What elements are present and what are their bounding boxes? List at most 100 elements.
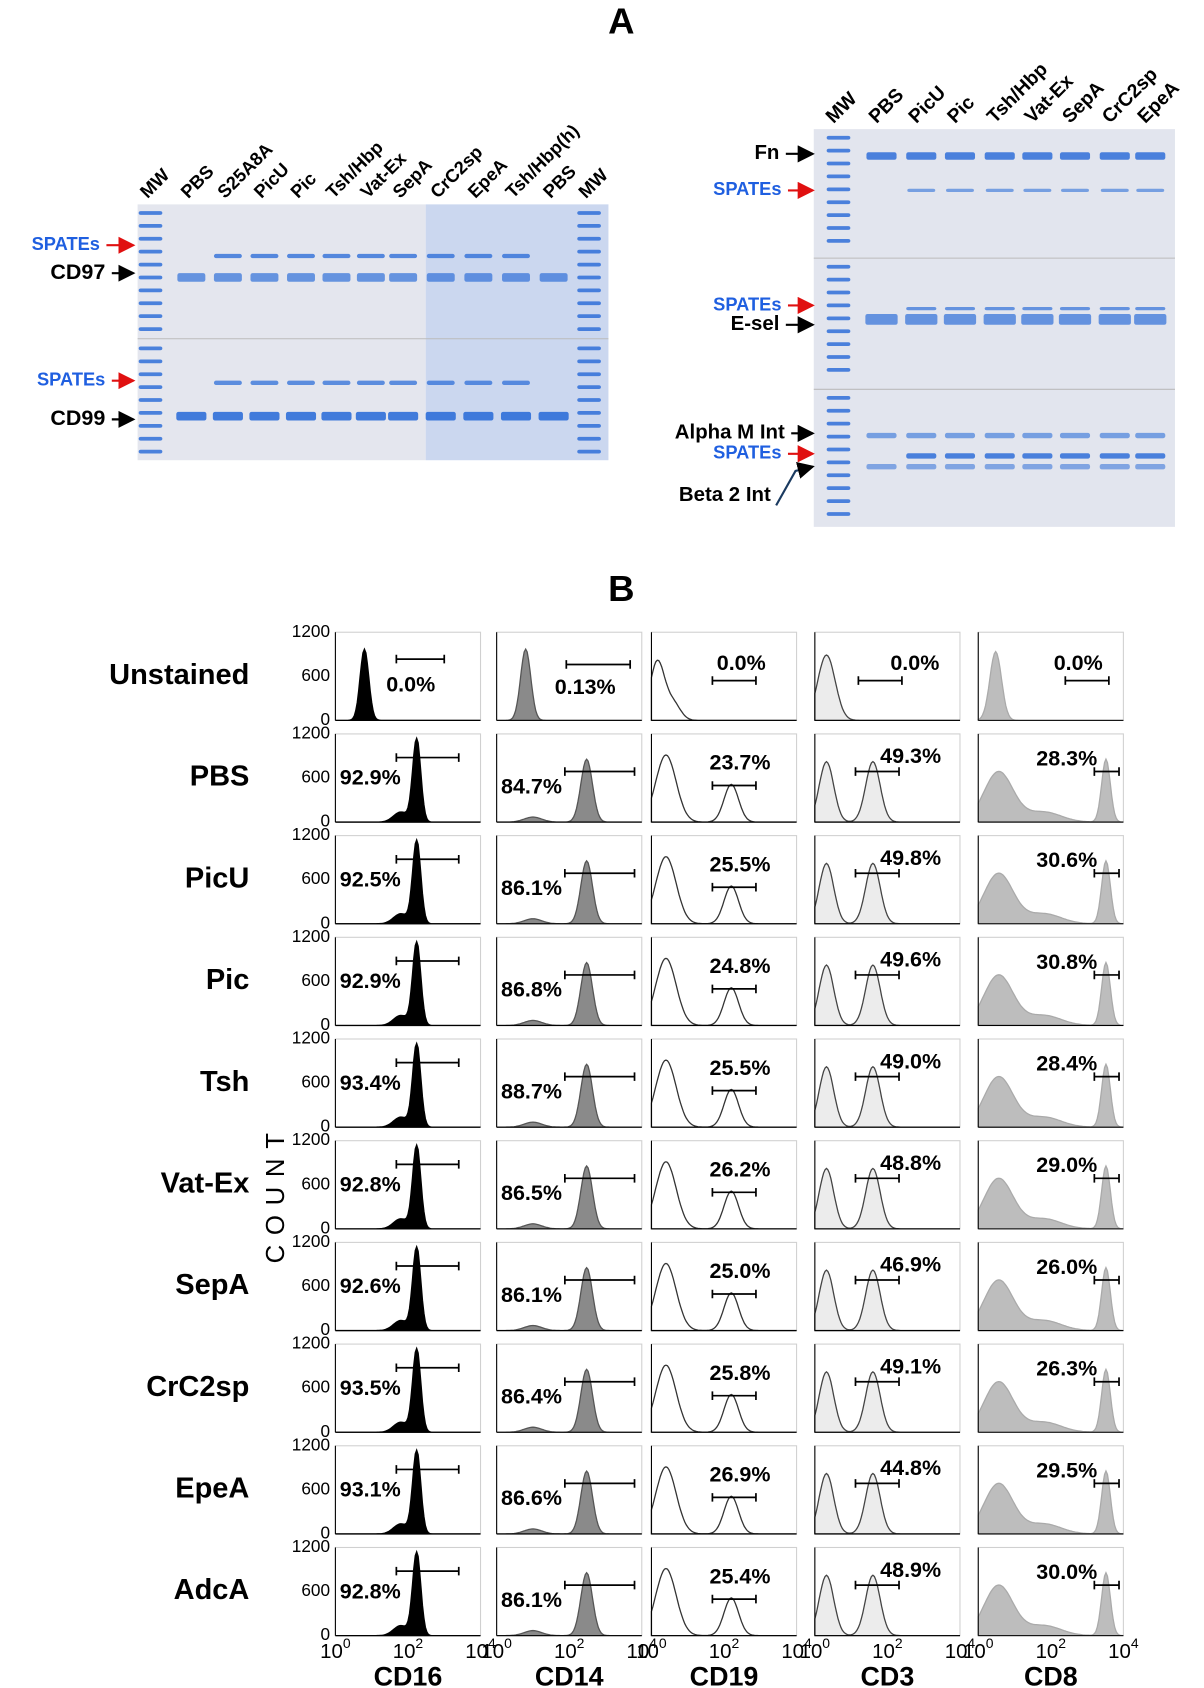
tick-exponent: 2	[1058, 1635, 1066, 1651]
gel-band	[945, 152, 975, 160]
plot-frame	[651, 632, 796, 720]
gate-percentage: 86.1%	[501, 1588, 562, 1612]
gate-percentage: 28.4%	[1036, 1051, 1097, 1075]
gate-percentage: 92.5%	[340, 867, 401, 891]
gel-band	[577, 372, 601, 376]
gel-band	[1100, 152, 1130, 160]
y-tick-label: 600	[301, 1173, 330, 1193]
gel-band	[1060, 453, 1090, 458]
gel-band	[827, 409, 851, 413]
gate-percentage: 49.0%	[880, 1049, 941, 1073]
lane-label: MW	[821, 87, 861, 127]
tick-exponent: 0	[659, 1635, 667, 1651]
gel-band	[827, 136, 851, 140]
gel-band	[139, 359, 163, 363]
y-tick-label: 1200	[292, 1333, 330, 1353]
gel-band	[389, 273, 417, 282]
gate-percentage: 26.9%	[710, 1463, 771, 1487]
gel-band	[865, 314, 897, 325]
gel-band	[427, 381, 455, 385]
gel-band	[357, 381, 385, 385]
x-tick-label: 102	[554, 1635, 585, 1663]
gate-percentage: 92.9%	[340, 766, 401, 790]
gel-band	[985, 307, 1015, 310]
gate-percentage: 93.5%	[340, 1376, 401, 1400]
tick-base: 10	[554, 1641, 577, 1663]
gel-band	[577, 276, 601, 280]
row-label: SepA	[175, 1269, 249, 1301]
gel-band	[577, 301, 601, 305]
row-label: EpeA	[175, 1473, 249, 1505]
row-label: PBS	[190, 761, 250, 793]
gel-band	[1022, 433, 1052, 438]
gate-percentage: 30.8%	[1036, 950, 1097, 974]
tick-base: 10	[320, 1641, 343, 1663]
gel-band	[827, 422, 851, 426]
gel-band	[827, 499, 851, 503]
gel-band	[827, 316, 851, 320]
band-marker: Fn	[754, 142, 779, 164]
gel-band	[427, 254, 455, 258]
gel-band	[249, 412, 279, 421]
lane-label: MW	[574, 164, 612, 202]
gel-band	[827, 460, 851, 464]
y-tick-label: 600	[301, 1377, 330, 1397]
gate-percentage: 25.5%	[710, 1056, 771, 1080]
tick-exponent: 0	[822, 1635, 830, 1651]
y-tick-label: 600	[301, 970, 330, 990]
column-label: CD19	[690, 1662, 759, 1688]
gel-band	[985, 453, 1015, 458]
x-tick-label: 104	[1108, 1635, 1139, 1663]
gel-band	[389, 381, 417, 385]
band-marker: SPATEs	[32, 233, 100, 254]
gel-band	[1136, 189, 1164, 192]
gel-band	[323, 254, 351, 258]
tick-base: 10	[1108, 1641, 1131, 1663]
gate-percentage: 86.5%	[501, 1181, 562, 1205]
y-axis-label: COUNT	[262, 1123, 290, 1263]
gel-band	[906, 433, 936, 438]
gate-percentage: 86.1%	[501, 1283, 562, 1307]
gel-band	[1135, 433, 1165, 438]
gate-percentage: 0.0%	[386, 673, 435, 697]
gel-band	[577, 314, 601, 318]
gel-band	[827, 265, 851, 269]
row-label: Unstained	[109, 659, 249, 691]
gel-band	[907, 189, 935, 192]
gel-band	[1100, 464, 1130, 469]
plot-frame	[651, 1242, 796, 1330]
gel-band	[945, 464, 975, 469]
gel-band	[214, 254, 242, 258]
gate-percentage: 93.4%	[340, 1071, 401, 1095]
gel-band	[984, 314, 1016, 325]
gel-band	[1021, 314, 1053, 325]
gel-band	[139, 250, 163, 254]
tick-exponent: 0	[986, 1635, 994, 1651]
gel-band	[464, 254, 492, 258]
gel-band	[214, 381, 242, 385]
gate-percentage: 25.0%	[710, 1259, 771, 1283]
band-marker: Beta 2 Int	[679, 484, 771, 506]
gate-percentage: 25.8%	[710, 1361, 771, 1385]
gel-band	[287, 381, 315, 385]
gel-band	[1060, 433, 1090, 438]
tick-base: 10	[800, 1641, 823, 1663]
gate-percentage: 48.9%	[880, 1558, 941, 1582]
gate-percentage: 49.6%	[880, 948, 941, 972]
lane-label: MW	[135, 164, 173, 202]
gel-band	[827, 200, 851, 204]
gel-background	[426, 204, 609, 460]
gel-band	[388, 412, 418, 421]
gel-band	[139, 372, 163, 376]
plot-frame	[651, 734, 796, 822]
gel-band	[945, 433, 975, 438]
gate-percentage: 86.8%	[501, 978, 562, 1002]
gel-band	[577, 288, 601, 292]
tick-base: 10	[636, 1641, 659, 1663]
gate-percentage: 30.0%	[1036, 1560, 1097, 1584]
gel-band	[139, 263, 163, 267]
gel-band	[577, 437, 601, 441]
gel-band	[827, 239, 851, 243]
gel-band	[945, 307, 975, 310]
y-tick-label: 1200	[292, 1231, 330, 1251]
